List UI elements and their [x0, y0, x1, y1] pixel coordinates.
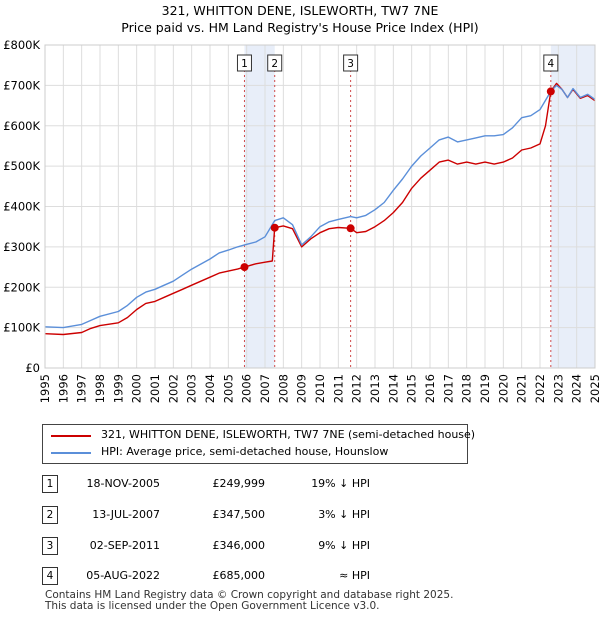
sale-point	[240, 263, 249, 272]
y-tick-label: £300K	[3, 240, 40, 254]
transaction-row: 2 13-JUL-2007 £347,500 3% ↓ HPI	[0, 504, 600, 526]
x-tick-label: 1996	[56, 374, 70, 403]
sale-point	[270, 223, 279, 232]
transaction-price: £346,000	[212, 539, 266, 552]
x-tick-label: 2005	[221, 374, 235, 403]
footer-attribution: Contains HM Land Registry data © Crown c…	[45, 590, 453, 612]
x-tick-label: 2023	[551, 374, 565, 403]
x-tick-label: 2009	[295, 374, 309, 403]
transaction-row: 1 18-NOV-2005 £249,999 19% ↓ HPI	[0, 473, 600, 495]
x-tick-label: 2014	[386, 374, 400, 403]
x-tick-label: 2015	[405, 374, 419, 403]
x-tick-label: 2013	[368, 374, 382, 403]
x-tick-label: 2011	[331, 374, 345, 403]
transaction-date: 05-AUG-2022	[86, 569, 160, 582]
sale-marker-box	[543, 54, 559, 72]
sale-marker-box	[267, 54, 283, 72]
y-tick-label: £0	[25, 361, 40, 375]
x-tick-label: 2018	[460, 374, 474, 403]
transaction-price: £685,000	[212, 569, 266, 582]
x-tick-label: 2024	[570, 374, 584, 403]
x-tick-label: 2012	[350, 374, 364, 403]
legend-label-hpi: HPI: Average price, semi-detached house,…	[101, 445, 389, 458]
chart-title-line2: Price paid vs. HM Land Registry's House …	[121, 20, 479, 35]
x-tick-label: 2006	[240, 374, 254, 403]
sale-marker-label: 4	[547, 58, 554, 70]
transaction-row: 3 02-SEP-2011 £346,000 9% ↓ HPI	[0, 535, 600, 557]
x-tick-label: 2025	[588, 374, 600, 403]
x-tick-label: 2000	[130, 374, 144, 403]
x-tick-label: 1995	[38, 374, 52, 403]
sale-marker-box	[343, 54, 359, 72]
transaction-hpi-diff: 19% ↓ HPI	[311, 477, 370, 490]
y-tick-label: £400K	[3, 200, 40, 214]
plot-area-frame	[44, 44, 596, 369]
chart-title-line1: 321, WHITTON DENE, ISLEWORTH, TW7 7NE	[161, 3, 439, 18]
x-tick-label: 2010	[313, 374, 327, 403]
x-tick-label: 2003	[185, 374, 199, 403]
legend-swatch-property	[51, 435, 91, 437]
transaction-number: 4	[42, 567, 58, 585]
transaction-hpi-diff: 3% ↓ HPI	[318, 508, 370, 521]
price-chart: 1 2 3 4 £0 £100K £200K £300K £400K £500K £600K £70…	[3, 38, 600, 403]
transaction-date: 18-NOV-2005	[86, 477, 160, 490]
sale-point	[546, 87, 555, 96]
hpi-line	[44, 84, 596, 329]
x-tick-label: 2020	[496, 374, 510, 403]
sale-marker-label: 3	[347, 58, 354, 70]
x-tick-label: 2017	[441, 374, 455, 403]
transaction-date: 13-JUL-2007	[92, 508, 160, 521]
transaction-price: £249,999	[212, 477, 266, 490]
transaction-price: £347,500	[212, 508, 266, 521]
x-tick-label: 2021	[515, 374, 529, 403]
sale-marker-label: 1	[241, 58, 248, 70]
y-tick-label: £600K	[3, 119, 40, 133]
sale-marker-box	[236, 54, 252, 72]
y-tick-label: £200K	[3, 280, 40, 294]
x-tick-label: 2001	[148, 374, 162, 403]
y-tick-label: £100K	[3, 321, 40, 335]
transaction-number: 3	[42, 537, 58, 555]
x-tick-label: 2019	[478, 374, 492, 403]
legend-swatch-hpi	[51, 452, 91, 454]
transaction-date: 02-SEP-2011	[89, 539, 160, 552]
x-tick-label: 2004	[203, 374, 217, 403]
x-tick-label: 2022	[533, 374, 547, 403]
footer-line1: Contains HM Land Registry data © Crown c…	[45, 589, 454, 601]
sale-point	[346, 224, 355, 233]
x-tick-label: 2007	[258, 374, 272, 403]
transaction-number: 2	[42, 506, 58, 524]
legend: 321, WHITTON DENE, ISLEWORTH, TW7 7NE (s…	[42, 424, 475, 464]
x-tick-label: 2016	[423, 374, 437, 403]
x-tick-label: 1998	[93, 374, 107, 403]
footer-line2: This data is licensed under the Open Gov…	[45, 600, 380, 612]
x-tick-label: 1997	[75, 374, 89, 403]
y-tick-label: £500K	[3, 159, 40, 173]
x-tick-label: 1999	[111, 374, 125, 403]
transaction-number: 1	[42, 475, 58, 493]
y-tick-label: £700K	[3, 78, 40, 92]
transaction-row: 4 05-AUG-2022 £685,000 ≈ HPI	[0, 565, 600, 587]
x-tick-label: 2008	[276, 374, 290, 403]
legend-label-property: 321, WHITTON DENE, ISLEWORTH, TW7 7NE (s…	[101, 428, 476, 441]
transaction-hpi-diff: ≈ HPI	[339, 569, 370, 582]
sale-marker-label: 2	[271, 58, 278, 70]
transaction-hpi-diff: 9% ↓ HPI	[318, 539, 370, 552]
x-tick-label: 2002	[166, 374, 180, 403]
y-tick-label: £800K	[3, 38, 40, 52]
